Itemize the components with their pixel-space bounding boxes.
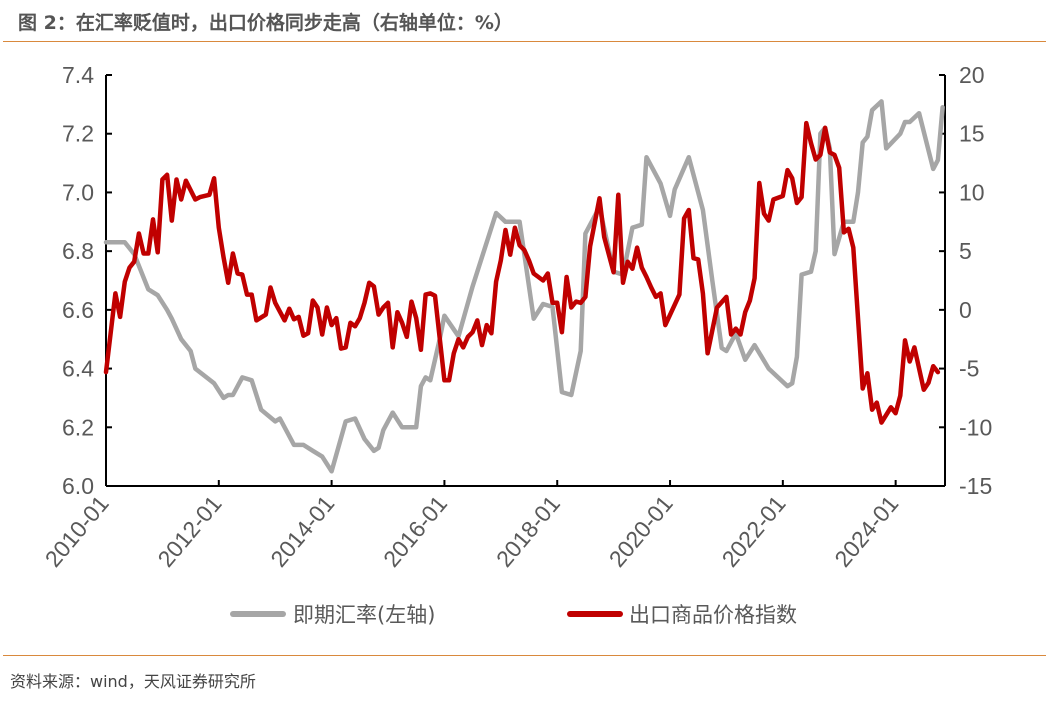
export-price-line: [103, 120, 941, 425]
top-divider: [3, 41, 1046, 42]
right-tick-label: 20: [959, 62, 985, 88]
right-tick-label: -10: [959, 414, 992, 440]
legend: 即期汇率(左轴) 出口商品价格指数: [230, 603, 797, 627]
series-lines: [103, 99, 945, 474]
x-tick-label: 2018-01: [491, 491, 565, 572]
x-tick-label: 2010-01: [40, 491, 114, 572]
left-tick-label: 7.4: [62, 62, 94, 88]
left-tick-label: 6.8: [62, 238, 94, 264]
left-tick-label: 6.6: [62, 297, 94, 323]
x-tick-label: 2022-01: [716, 491, 790, 572]
bottom-divider: [3, 655, 1046, 656]
x-tick-label: 2014-01: [265, 491, 339, 572]
axes: 6.0 6.2 6.4 6.6 6.8 7.0 7.2 7.4 -15 -10 -5 0 5 10 15 20…: [40, 62, 993, 572]
right-tick-label: 0: [959, 297, 972, 323]
x-tick-label: 2012-01: [152, 491, 226, 572]
x-tick-label: 2016-01: [378, 491, 452, 572]
right-tick-label: 5: [959, 238, 972, 264]
legend-label: 即期汇率(左轴): [293, 603, 435, 627]
legend-label: 出口商品价格指数: [629, 603, 797, 627]
right-tick-label: -15: [959, 473, 992, 499]
figure-title: 图 2：在汇率贬值时，出口价格同步走高（右轴单位：%）: [18, 12, 513, 34]
left-tick-label: 7.2: [62, 121, 94, 147]
left-tick-label: 6.2: [62, 414, 94, 440]
right-tick-label: 15: [959, 121, 985, 147]
right-tick-label: -5: [959, 356, 979, 382]
exchange-rate-line: [103, 99, 945, 474]
x-tick-label: 2024-01: [829, 491, 903, 572]
left-tick-label: 6.4: [62, 356, 94, 382]
left-tick-label: 6.0: [62, 473, 94, 499]
source-note: 资料来源：wind，天风证券研究所: [10, 672, 256, 691]
left-tick-label: 7.0: [62, 179, 94, 205]
x-tick-label: 2020-01: [604, 491, 678, 572]
right-tick-label: 10: [959, 179, 985, 205]
